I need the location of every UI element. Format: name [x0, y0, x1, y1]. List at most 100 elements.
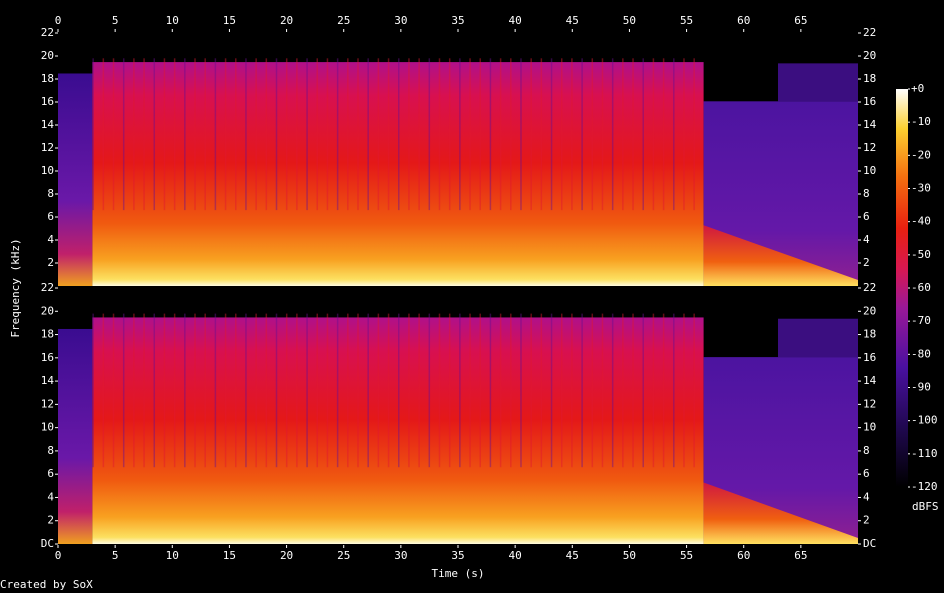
- y-tick-label-right: 20: [863, 49, 876, 62]
- spectrum-streak: [499, 313, 502, 468]
- spectrum-streak: [306, 313, 308, 468]
- spectrum-tail-hot: [703, 225, 858, 286]
- spectrum-streak: [367, 313, 369, 468]
- y-tick-label-right: 6: [863, 467, 870, 480]
- spectrum-streak: [459, 313, 461, 468]
- spectrum-streak: [184, 313, 186, 468]
- plot-layers: [58, 58, 858, 544]
- y-tick-label: 20: [41, 49, 54, 62]
- spectrum-streak: [204, 313, 206, 468]
- spectrum-streak: [112, 313, 115, 468]
- y-tick-label: 4: [47, 490, 54, 503]
- spectrum-streak: [601, 313, 604, 468]
- spectrum-streak: [408, 313, 410, 468]
- spectrum-streak: [245, 313, 247, 468]
- spectrum-streak: [662, 313, 665, 468]
- spectrum-streak: [540, 58, 543, 211]
- colorbar-tick-label: -10: [911, 115, 931, 128]
- x-tick-label: 25: [337, 549, 350, 562]
- x-tick-label-top: 55: [680, 14, 693, 27]
- x-tick-label: 60: [737, 549, 750, 562]
- spectrum-streak: [520, 313, 522, 468]
- spectrum-streak: [285, 313, 288, 468]
- spectrum-body: [92, 317, 704, 544]
- colorbar-tick-label: -110: [911, 447, 938, 460]
- spectrum-streak: [377, 313, 380, 468]
- x-tick-label-top: 10: [166, 14, 179, 27]
- spectrum-streak: [102, 58, 105, 211]
- colorbar-label: dBFS: [912, 500, 939, 513]
- spectrum-streak: [275, 58, 278, 211]
- spectrum-streak: [530, 58, 532, 211]
- spectrum-streak: [673, 313, 675, 468]
- spectrum-streak: [153, 313, 156, 468]
- colorbar-tick-label: -100: [911, 414, 938, 427]
- spectrum-streak: [622, 58, 624, 211]
- spectrum-streak: [479, 58, 481, 211]
- spectrum-streak: [316, 58, 319, 211]
- spectrum-streak: [418, 313, 420, 468]
- y-tick-label-right: 10: [863, 421, 876, 434]
- spectrum-streak: [632, 313, 634, 468]
- spectrum-streak: [347, 58, 349, 211]
- y-tick-label-right: 14: [863, 374, 877, 387]
- y-tick-label-right: 10: [863, 164, 876, 177]
- spectrum-streak: [673, 58, 675, 211]
- x-tick-label: 10: [166, 549, 179, 562]
- x-tick-label-top: 65: [794, 14, 807, 27]
- spectrum-streak: [204, 58, 206, 211]
- spectrum-streak: [642, 313, 644, 468]
- spectrum-streak: [489, 58, 492, 211]
- y-tick-label-right: 16: [863, 351, 876, 364]
- y-tick-label: 4: [47, 233, 54, 246]
- spectrum-streak: [398, 58, 400, 211]
- spectrum-streak: [224, 58, 227, 211]
- spectrum-streak: [102, 313, 105, 468]
- spectrum-streak: [214, 313, 217, 468]
- x-tick-label-top: 50: [623, 14, 636, 27]
- y-tick-label-right: 18: [863, 328, 876, 341]
- colorbar-tick-label: -70: [911, 314, 931, 327]
- spectrum-streak: [275, 313, 278, 468]
- spectrum-streak: [133, 313, 135, 468]
- y-tick-label: 16: [41, 95, 54, 108]
- y-tick-label-right: 12: [863, 141, 876, 154]
- spectrum-streak: [693, 58, 695, 211]
- colorbar-tick-label: -80: [911, 347, 931, 360]
- spectrum-streak: [581, 58, 583, 211]
- spectrum-streak: [571, 313, 573, 468]
- spectrum-streak: [245, 58, 247, 211]
- x-tick-label-top: 45: [566, 14, 579, 27]
- spectrum-streak: [428, 58, 431, 211]
- spectrum-streak: [662, 58, 665, 211]
- spectrum-streak: [550, 58, 553, 211]
- y-tick-label: 10: [41, 421, 54, 434]
- spectrum-streak: [184, 58, 186, 211]
- y-tick-label: 2: [47, 256, 54, 269]
- spectrum-streak: [510, 58, 512, 211]
- x-tick-label: 20: [280, 549, 293, 562]
- spectrum-streak: [163, 313, 166, 468]
- footer: Created by SoX: [0, 578, 93, 591]
- spectrum-streak: [683, 313, 685, 468]
- spectrum-streak: [296, 313, 298, 468]
- x-tick-label-top: 30: [394, 14, 407, 27]
- spectrum-streak: [550, 313, 553, 468]
- spectrum-streak: [194, 313, 196, 468]
- y-tick-label-right: 22: [863, 26, 876, 39]
- x-tick-label: 30: [394, 549, 407, 562]
- spectrum-tail-hot: [703, 482, 858, 544]
- y-tick-label: 10: [41, 164, 54, 177]
- spectrum-streak: [510, 313, 512, 468]
- x-tick-label: 35: [451, 549, 464, 562]
- y-tick-label: 20: [41, 304, 54, 317]
- y-tick-label-right: 4: [863, 233, 870, 246]
- y-tick-label: 14: [41, 374, 55, 387]
- spectrum-streak: [428, 313, 431, 468]
- spectrum-streak: [133, 58, 135, 211]
- y-tick-label-right: DC: [863, 537, 876, 550]
- spectrum-streak: [591, 313, 594, 468]
- spectrum-streak: [173, 58, 176, 211]
- x-tick-label-top: 60: [737, 14, 750, 27]
- y-tick-label-right: 16: [863, 95, 876, 108]
